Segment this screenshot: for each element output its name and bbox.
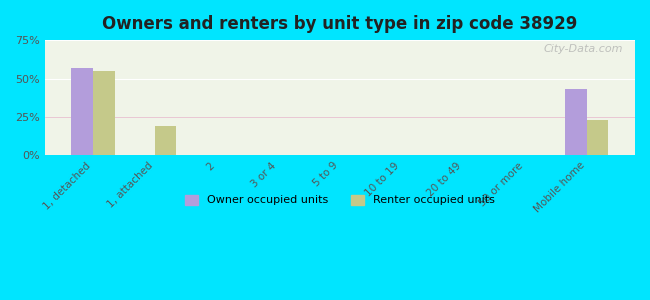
Legend: Owner occupied units, Renter occupied units: Owner occupied units, Renter occupied un… — [181, 190, 499, 210]
Bar — [93, 71, 114, 155]
Text: City-Data.com: City-Data.com — [543, 44, 623, 54]
Bar — [72, 68, 93, 155]
Title: Owners and renters by unit type in zip code 38929: Owners and renters by unit type in zip c… — [102, 15, 577, 33]
Bar — [586, 120, 608, 155]
Bar — [565, 89, 586, 155]
Bar — [155, 126, 176, 155]
